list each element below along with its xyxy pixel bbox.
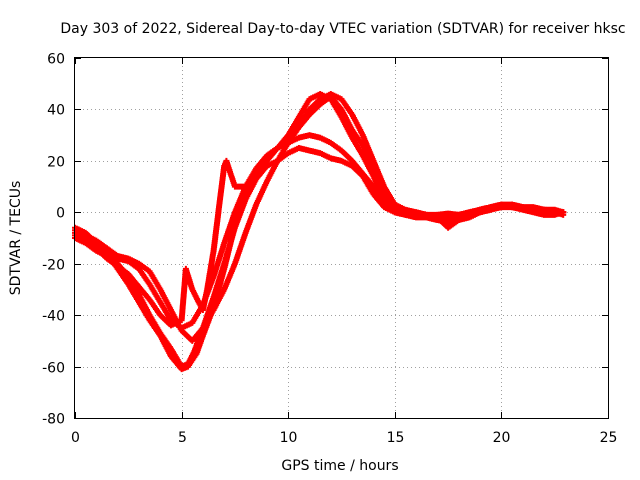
x-tick-label: 5	[178, 430, 187, 446]
x-tick-label: 0	[71, 430, 80, 446]
y-tick-label: 60	[47, 52, 65, 68]
y-axis-label: SDTVAR / TECUs	[8, 181, 24, 296]
x-tick-label: 10	[280, 430, 298, 446]
x-tick-label: 20	[493, 430, 511, 446]
grid	[75, 58, 608, 418]
y-tick-label: 0	[56, 206, 65, 222]
y-tick-label: -20	[42, 258, 65, 274]
y-tick-label: -80	[42, 412, 65, 428]
y-tick-label: 20	[47, 155, 65, 171]
x-tick-label: 25	[600, 430, 618, 446]
y-tick-label: -60	[42, 361, 65, 377]
plot-frame	[74, 57, 609, 419]
x-axis-label: GPS time / hours	[281, 458, 398, 474]
chart-title: Day 303 of 2022, Sidereal Day-to-day VTE…	[60, 21, 625, 37]
x-tick-label: 15	[387, 430, 405, 446]
y-tick-label: 40	[47, 103, 65, 119]
ticks: 0 5 10 15 20 25 -80 -60 -40 -20 0 20 40 60	[42, 52, 617, 447]
y-tick-label: -40	[42, 309, 65, 325]
